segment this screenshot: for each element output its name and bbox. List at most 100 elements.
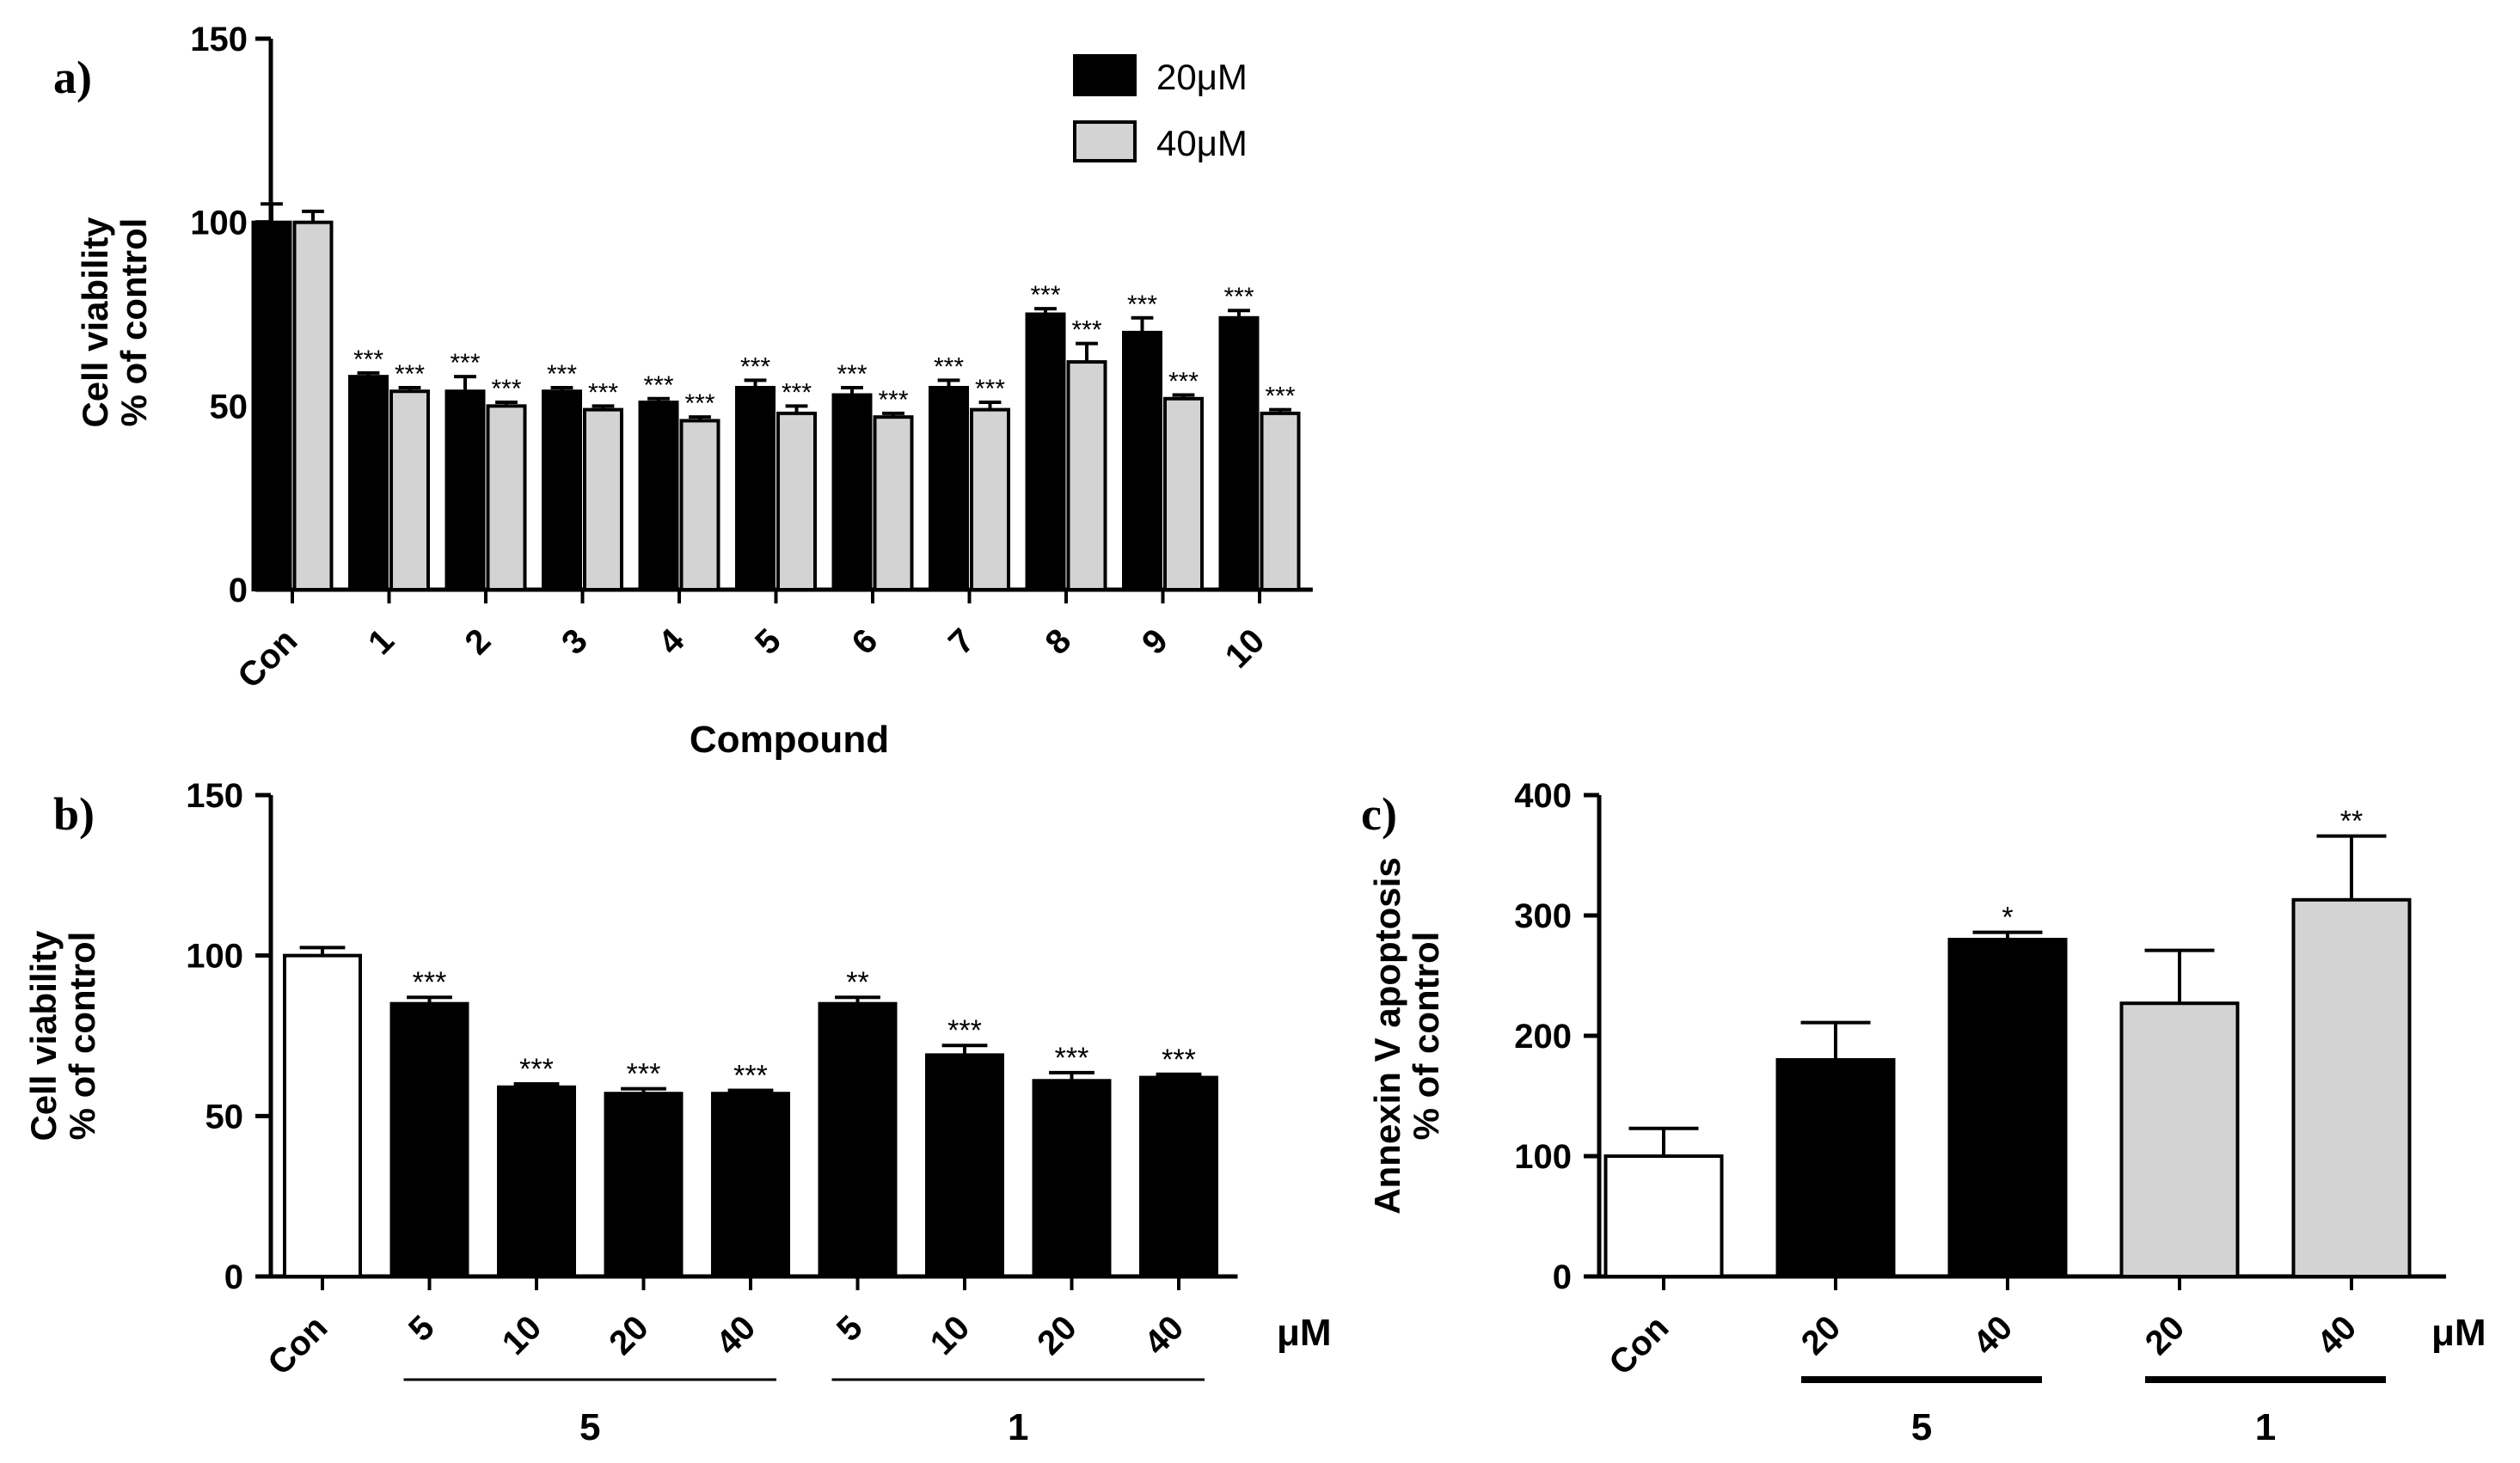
significance-label: *** [1127, 291, 1157, 319]
significance-label: *** [947, 1014, 982, 1047]
bar-2 [1947, 938, 2068, 1278]
significance-label: *** [878, 386, 908, 414]
significance-label: *** [491, 375, 521, 403]
bar-40μM-5 [776, 411, 817, 591]
group-label: 1 [2255, 1406, 2276, 1448]
bar-20μM-5 [735, 385, 776, 592]
y-tick-label: 0 [224, 1258, 243, 1296]
x-tick-label: 20 [1794, 1308, 1849, 1362]
panel-label: c) [1361, 788, 1397, 840]
x-tick-label: 1 [361, 621, 402, 662]
bar-40μM-4 [679, 419, 720, 591]
significance-label: *** [450, 349, 480, 377]
bar-0 [1603, 1154, 1724, 1278]
significance-label: *** [1030, 281, 1060, 309]
bar-40μM-3 [583, 407, 623, 591]
bar-40μM-Con [292, 220, 334, 591]
y-tick-label: 400 [1514, 777, 1572, 815]
y-tick-label: 100 [1514, 1138, 1572, 1176]
bar-40μM-1 [389, 389, 430, 591]
y-tick-label: 0 [229, 572, 248, 609]
significance-label: *** [1168, 368, 1199, 396]
significance-label: *** [975, 375, 1005, 403]
significance-label: *** [519, 1053, 554, 1086]
significance-label: *** [643, 371, 673, 400]
bar-8 [1139, 1075, 1218, 1278]
bar-20μM-4 [638, 401, 679, 591]
bar-1 [1775, 1058, 1896, 1278]
significance-label: *** [934, 352, 964, 381]
y-tick-label: 300 [1514, 897, 1572, 935]
y-tick-label: 150 [190, 21, 248, 58]
y-axis-label-line1: Cell viability [75, 217, 115, 428]
bar-0 [283, 953, 362, 1278]
bar-40μM-6 [873, 415, 914, 591]
significance-label: *** [413, 966, 447, 999]
group-label: 5 [579, 1406, 600, 1448]
significance-label: *** [627, 1058, 661, 1091]
x-tick-label: 5 [830, 1308, 870, 1349]
y-tick-label: 50 [205, 1098, 244, 1136]
bar-20μM-8 [1025, 312, 1066, 591]
y-axis-label-line2: % of control [1406, 932, 1446, 1141]
x-tick-label: Con [230, 621, 304, 695]
bar-40μM-7 [970, 407, 1010, 591]
x-tick-label: 4 [652, 621, 692, 662]
y-axis-label-line1: Annexin V apoptosis [1367, 857, 1407, 1214]
y-axis-label-line2: % of control [113, 218, 154, 427]
x-tick-label: 8 [1039, 621, 1079, 662]
bar-3 [2119, 1001, 2240, 1278]
y-tick-label: 100 [190, 205, 248, 242]
significance-label: *** [1055, 1042, 1089, 1074]
significance-label: ** [2340, 805, 2363, 838]
bar-20μM-6 [831, 393, 873, 591]
bar-6 [925, 1053, 1004, 1279]
significance-label: *** [353, 346, 383, 374]
significance-label: *** [837, 360, 867, 389]
bar-40μM-2 [486, 404, 527, 592]
significance-label: *** [1071, 316, 1101, 345]
panel-label: a) [53, 52, 92, 103]
significance-label: *** [395, 360, 425, 389]
x-tick-label: Con [1602, 1308, 1676, 1382]
bar-1 [389, 1001, 469, 1278]
x-tick-label: 5 [402, 1308, 442, 1349]
bar-4 [2291, 897, 2412, 1279]
y-tick-label: 200 [1514, 1018, 1572, 1056]
x-tick-label: 40 [1137, 1308, 1192, 1362]
x-tick-label: 9 [1135, 621, 1175, 662]
x-tick-label: 7 [941, 621, 982, 662]
bar-20μM-Con [251, 220, 292, 591]
x-tick-label: 5 [748, 621, 788, 662]
bar-2 [497, 1085, 576, 1278]
x-tick-label: 6 [845, 621, 886, 662]
significance-label: *** [733, 1059, 768, 1092]
x-tick-label: 10 [1218, 621, 1272, 676]
bar-3 [604, 1092, 684, 1278]
significance-label: *** [588, 378, 618, 407]
x-tick-label: 3 [555, 621, 595, 662]
bar-20μM-2 [445, 389, 486, 591]
y-axis-label-line2: % of control [62, 932, 102, 1141]
bar-40μM-10 [1260, 411, 1301, 591]
x-tick-label: Con [261, 1308, 334, 1382]
bar-20μM-9 [1122, 330, 1162, 591]
panel-label: b) [53, 788, 95, 840]
x-tick-label: 2 [458, 621, 499, 662]
significance-label: *** [1162, 1044, 1196, 1076]
x-tick-label: 40 [2310, 1308, 2364, 1362]
significance-label: *** [1265, 383, 1295, 411]
bar-20μM-3 [542, 389, 582, 591]
group-label: 5 [1911, 1406, 1932, 1448]
x-axis-label: Compound [690, 719, 889, 761]
significance-label: *** [684, 389, 714, 418]
significance-label: *** [740, 352, 770, 381]
legend-swatch-0 [1073, 54, 1137, 96]
y-axis-label-line1: Cell viability [23, 930, 64, 1142]
bar-20μM-7 [929, 385, 969, 592]
x-tick-label: 20 [2138, 1308, 2192, 1362]
legend-swatch-1 [1073, 120, 1137, 162]
unit-label: μM [2431, 1312, 2486, 1354]
y-tick-label: 150 [186, 777, 243, 815]
